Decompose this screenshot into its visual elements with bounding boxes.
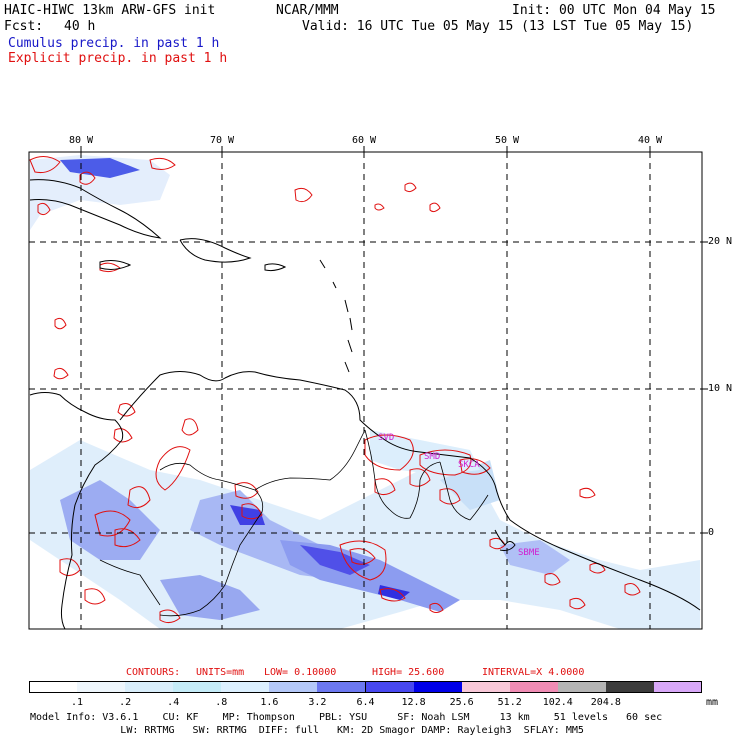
south-america-north-coast bbox=[119, 371, 701, 611]
contours-interval: INTERVAL=X 4.0000 bbox=[482, 667, 585, 678]
explicit-precip-label: Explicit precip. in past 1 h bbox=[8, 51, 228, 66]
cumulus-precip-field bbox=[30, 155, 700, 629]
cumulus-shade-light-2 bbox=[440, 460, 500, 510]
puerto-rico-coast bbox=[264, 263, 287, 272]
cuba-coast bbox=[29, 179, 162, 239]
south-america-west-coast bbox=[60, 439, 123, 630]
contours-high: HIGH= 25.600 bbox=[372, 667, 445, 678]
legend-label: 12.8 bbox=[401, 697, 426, 708]
legend-label: 51.2 bbox=[497, 697, 522, 708]
cumulus-shade-dark-1 bbox=[300, 545, 370, 575]
cumulus-shade-colombia bbox=[60, 480, 160, 560]
legend-label: .2 bbox=[119, 697, 132, 708]
map-frame bbox=[28, 151, 703, 630]
axis-ticks bbox=[80, 146, 708, 534]
lon-label-80w: 80 W bbox=[68, 135, 94, 146]
station-svd: SVD bbox=[378, 433, 395, 443]
cumulus-shade-dark-4 bbox=[60, 158, 140, 178]
contours-low: LOW= 0.10000 bbox=[264, 667, 337, 678]
legend-label: .4 bbox=[167, 697, 180, 708]
legend-label: 1.6 bbox=[260, 697, 279, 708]
legend-label: .8 bbox=[215, 697, 228, 708]
model-info-line1: Model Info: V3.6.1 CU: KF MP: Thompson P… bbox=[30, 712, 663, 723]
lon-label-70w: 70 W bbox=[209, 135, 235, 146]
country-borders bbox=[99, 429, 489, 617]
lon-label-60w: 60 W bbox=[351, 135, 377, 146]
station-smd: SMD bbox=[424, 452, 441, 462]
legend-label: .1 bbox=[71, 697, 84, 708]
cumulus-shade-mid-3 bbox=[160, 575, 260, 620]
legend-label: 6.4 bbox=[356, 697, 375, 708]
contours-label: CONTOURS: bbox=[126, 667, 181, 678]
precip-map bbox=[28, 146, 708, 630]
forecast-label: Fcst: bbox=[4, 19, 44, 34]
lon-label-50w: 50 W bbox=[494, 135, 520, 146]
amazon-delta bbox=[494, 529, 516, 551]
latlon-grid bbox=[29, 152, 702, 629]
legend-label: 102.4 bbox=[542, 697, 573, 708]
legend-swatch bbox=[653, 681, 702, 693]
lat-label-10n: 10 N bbox=[708, 383, 733, 394]
valid-time: Valid: 16 UTC Tue 05 May 15 (13 LST Tue … bbox=[302, 19, 694, 34]
station-sbme: SBME bbox=[518, 548, 540, 558]
coastlines bbox=[29, 179, 701, 630]
model-title: HAIC-HIWC 13km ARW-GFS init bbox=[4, 3, 216, 18]
explicit-precip-contours bbox=[29, 156, 641, 624]
forecast-hours: 40 h bbox=[64, 19, 96, 34]
model-info-line2: LW: RRTMG SW: RRTMG DIFF: full KM: 2D Sm… bbox=[30, 725, 584, 736]
legend-label: 204.8 bbox=[590, 697, 621, 708]
contours-units: UNITS=mm bbox=[196, 667, 245, 678]
color-legend-frame bbox=[29, 681, 702, 693]
lat-label-0: 0 bbox=[708, 527, 715, 538]
legend-unit: mm bbox=[706, 697, 719, 708]
antilles-coast bbox=[319, 259, 353, 373]
jamaica-coast bbox=[99, 260, 132, 270]
cumulus-shade-caribbean bbox=[30, 155, 170, 230]
lon-label-40w: 40 W bbox=[637, 135, 663, 146]
station-skca: SKCA bbox=[458, 460, 480, 470]
central-america-coast bbox=[29, 392, 124, 441]
cumulus-precip-label: Cumulus precip. in past 1 h bbox=[8, 36, 220, 51]
org-label: NCAR/MMM bbox=[276, 3, 339, 18]
cumulus-shade-mid-4 bbox=[500, 540, 570, 575]
lat-label-20n: 20 N bbox=[708, 236, 733, 247]
legend-label: 3.2 bbox=[308, 697, 327, 708]
legend-label: 25.6 bbox=[449, 697, 474, 708]
init-time: Init: 00 UTC Mon 04 May 15 bbox=[512, 3, 716, 18]
